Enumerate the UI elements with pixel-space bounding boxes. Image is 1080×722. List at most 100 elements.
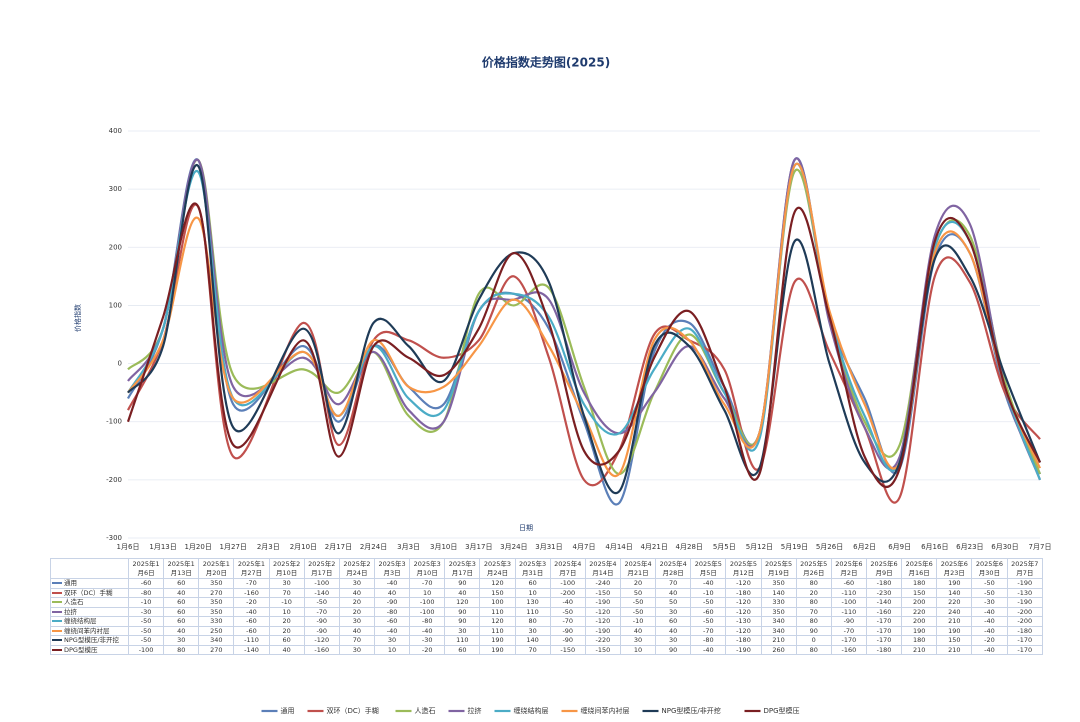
legend-label: 缠绕间苯内衬层 [581, 706, 630, 715]
table-cell: -120 [725, 625, 762, 636]
table-header: 2025年4月21日 [619, 558, 657, 579]
table-cell: -10 [268, 597, 305, 608]
table-cell: -180 [865, 644, 903, 655]
table-header: 2025年4月28日 [655, 558, 692, 579]
table-cell: 120 [479, 616, 516, 627]
row-label-cell: DPG型模压 [50, 644, 129, 655]
y-tick-label: 0 [118, 360, 122, 368]
x-tick-label: 2月24日 [360, 543, 387, 551]
table-header: 2025年1月6日 [127, 558, 165, 579]
row-swatch [52, 639, 62, 641]
table-cell: 330 [760, 597, 797, 608]
table-header: 2025年4月7日 [549, 558, 586, 579]
legend-label: NPG型模压/非开挖 [662, 706, 721, 715]
row-label: 缠绕间苯内衬层 [64, 626, 110, 635]
table-header: 2025年3月24日 [479, 558, 516, 579]
table-header: 2025年6月9日 [865, 558, 903, 579]
table-cell: -150 [549, 644, 586, 655]
table-cell: -50 [619, 606, 657, 617]
table-cell: 60 [163, 578, 200, 589]
table-header: 2025年5月19日 [760, 558, 797, 579]
row-label-cell: 通用 [50, 578, 129, 589]
table-cell: 30 [338, 616, 375, 627]
table-cell: 40 [338, 587, 375, 598]
table-cell: -230 [865, 587, 903, 598]
table-header: 2025年1月13日 [163, 558, 200, 579]
y-axis-title: 价格指数 [73, 304, 82, 332]
table-cell: 40 [163, 625, 200, 636]
table-cell: -70 [830, 625, 867, 636]
table-cell: 60 [163, 616, 200, 627]
table-cell: 20 [338, 597, 375, 608]
table-cell: -30 [127, 606, 165, 617]
table-cell: -50 [127, 616, 165, 627]
table-cell: 130 [514, 597, 551, 608]
y-tick-label: 200 [109, 243, 122, 251]
table-cell: 90 [795, 625, 832, 636]
table-cell: -50 [971, 587, 1008, 598]
table-cell: -170 [865, 616, 903, 627]
row-swatch [52, 629, 62, 632]
table-header: 2025年4月14日 [584, 558, 621, 579]
table-cell: 0 [795, 635, 832, 646]
table-row: 拉挤 -30 60 350 -40 10 -70 20 -80 -100 90 110 110 -50 -1… [50, 606, 1044, 617]
table-cell: 180 [901, 635, 938, 646]
table-cell: -40 [373, 578, 411, 589]
x-tick-label: 6月23日 [956, 543, 983, 551]
table-cell: -110 [233, 635, 270, 646]
table-cell: -170 [865, 625, 903, 636]
table-cell: 200 [901, 597, 938, 608]
row-swatch [52, 648, 62, 651]
table-header: 2025年6月16日 [901, 558, 938, 579]
table-cell: -40 [971, 644, 1008, 655]
table-cell: 240 [936, 606, 973, 617]
table-cell: 20 [338, 606, 375, 617]
table-cell: 350 [198, 578, 235, 589]
x-tick-label: 2月3日 [257, 543, 280, 551]
table-cell: 150 [901, 587, 938, 598]
x-tick-label: 6月9日 [888, 543, 911, 551]
table-cell: -190 [584, 625, 621, 636]
row-label-cell: 缠绕间苯内衬层 [50, 625, 129, 636]
table-cell: 340 [760, 616, 797, 627]
table-header: 2025年3月17日 [444, 558, 481, 579]
y-tick-label: 100 [109, 301, 122, 309]
table-header-row: 2025年1月6日 2025年1月13日 2025年1月20日 2025年1月27日 2… [50, 558, 1044, 579]
table-cell: 30 [163, 635, 200, 646]
table-header: 2025年2月17日 [303, 558, 340, 579]
x-tick-label: 3月24日 [500, 543, 527, 551]
table-cell: 30 [338, 578, 375, 589]
series-line [126, 202, 1041, 488]
row-label: 缠绕结构层 [64, 617, 97, 625]
x-tick-label: 3月3日 [397, 543, 420, 551]
table-cell: 210 [936, 644, 973, 655]
table-cell: -70 [690, 625, 727, 636]
table-cell: -200 [1006, 616, 1044, 627]
table-cell: -170 [865, 635, 903, 646]
table-cell: 60 [163, 606, 200, 617]
table-header: 2025年6月30日 [971, 558, 1008, 579]
table-cell: -40 [971, 616, 1008, 627]
chart-title: 价格指数走势图(2025) [482, 55, 610, 70]
table-cell: -70 [303, 606, 340, 617]
table-cell: 190 [936, 578, 973, 589]
table-cell: -130 [725, 616, 762, 627]
series-line [127, 164, 1042, 495]
table-cell: -10 [619, 616, 657, 627]
table-cell: 100 [479, 597, 516, 608]
row-swatch [52, 610, 62, 613]
table-cell: -190 [584, 597, 621, 608]
table-cell: -10 [690, 587, 727, 598]
table-cell: -60 [233, 625, 270, 636]
table-cell: 40 [373, 587, 411, 598]
table-cell: -140 [865, 597, 903, 608]
table-cell: -60 [233, 616, 270, 627]
table-cell: 140 [936, 587, 973, 598]
x-tick-label: 7月7日 [1029, 543, 1052, 551]
table-header: 2025年5月5日 [690, 558, 727, 579]
x-tick-label: 1月6日 [117, 543, 140, 551]
table-cell: -160 [865, 606, 903, 617]
table-row: 双环（DC）手糊 -80 40 270 -160 70 -140 40 40 10 40 150 10-… [50, 587, 1044, 598]
table-header: 2025年7月7日 [1006, 558, 1044, 579]
